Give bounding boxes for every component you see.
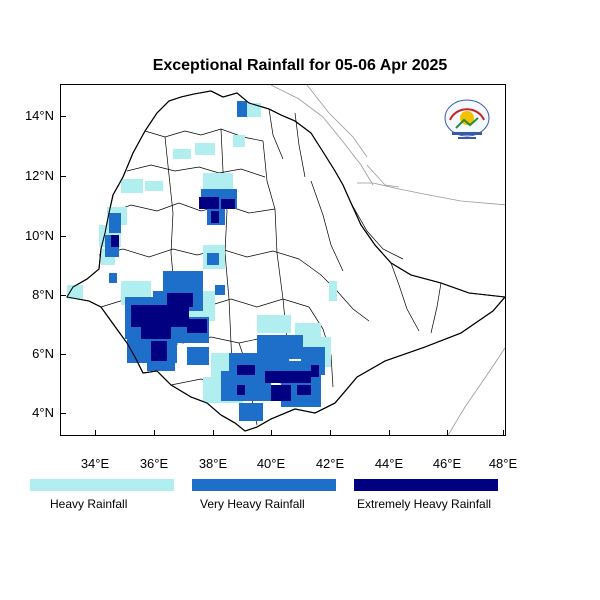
lat-tick	[60, 176, 66, 177]
lon-label-40: 40°E	[256, 456, 286, 471]
lat-label-6: 6°N	[32, 346, 54, 361]
lon-tick	[95, 430, 96, 436]
map-title: Exceptional Rainfall for 05-06 Apr 2025	[152, 57, 448, 74]
lon-label-44: 44°E	[374, 456, 404, 471]
lat-tick	[60, 354, 66, 355]
lon-tick	[503, 430, 504, 436]
legend-label-very-heavy: Very Heavy Rainfall	[200, 497, 305, 511]
lat-label-14: 14°N	[24, 108, 54, 123]
lon-label-34: 34°E	[80, 456, 110, 471]
legend-swatch-extremely-heavy	[354, 479, 498, 491]
rainfall-map	[60, 84, 506, 436]
lon-tick	[213, 430, 214, 436]
lat-label-8: 8°N	[32, 287, 54, 302]
lon-tick	[154, 430, 155, 436]
country-outline-top	[66, 90, 505, 432]
lon-label-42: 42°E	[315, 456, 345, 471]
legend-swatch-very-heavy	[192, 479, 336, 491]
lon-label-48: 48°E	[488, 456, 518, 471]
djibouti-border	[366, 164, 400, 188]
lat-label-4: 4°N	[32, 405, 54, 420]
legend-label-heavy: Heavy Rainfall	[50, 497, 128, 511]
red-sea-coast	[270, 85, 374, 186]
lat-label-10: 10°N	[24, 228, 54, 243]
legend-label-extremely-heavy: Extremely Heavy Rainfall	[357, 497, 492, 511]
eritrea-coast	[306, 85, 368, 158]
lon-tick	[330, 430, 331, 436]
lat-tick	[60, 295, 66, 296]
agency-logo-icon	[444, 99, 490, 139]
lon-tick	[389, 430, 390, 436]
lat-tick	[60, 236, 66, 237]
extremely-heavy-rainfall-areas	[111, 197, 319, 401]
lat-tick	[60, 116, 66, 117]
lon-tick	[447, 430, 448, 436]
lat-label-12: 12°N	[24, 168, 54, 183]
somalia-coast-east	[447, 347, 505, 435]
legend-swatch-heavy	[30, 479, 174, 491]
lon-label-46: 46°E	[432, 456, 462, 471]
map-canvas	[66, 85, 505, 435]
lat-tick	[60, 413, 66, 414]
aden-coast-north	[357, 182, 505, 206]
lon-label-38: 38°E	[198, 456, 228, 471]
lon-label-36: 36°E	[139, 456, 169, 471]
lon-tick	[271, 430, 272, 436]
